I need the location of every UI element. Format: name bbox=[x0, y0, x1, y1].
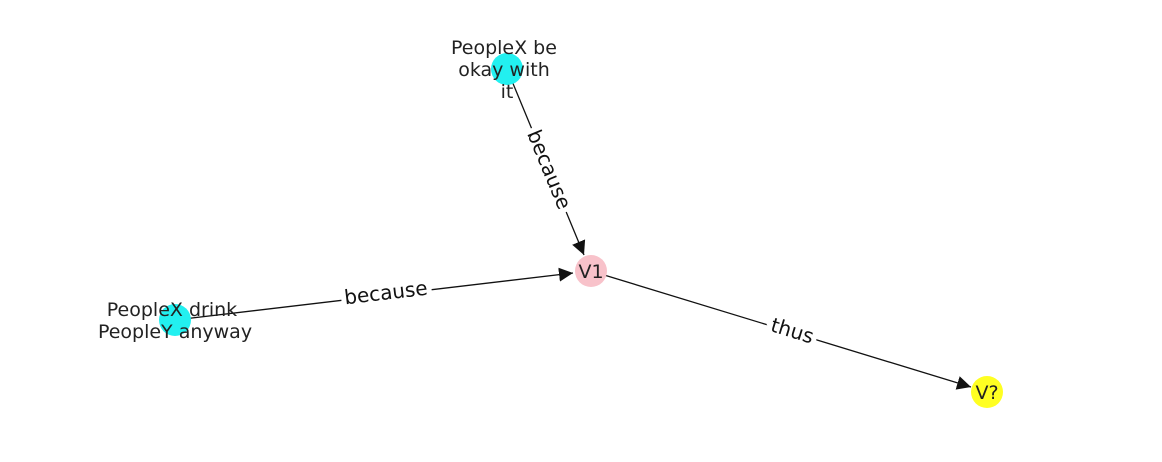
node-circle bbox=[575, 255, 607, 287]
node-label-line: okay with bbox=[458, 59, 550, 81]
node-label-line: V1 bbox=[578, 261, 603, 283]
node-circle bbox=[159, 304, 191, 336]
node-label-n2: PeopleX drink PeopleY anyway bbox=[98, 299, 252, 343]
edge-n1-n3: because bbox=[506, 68, 586, 256]
node-label-n4: V? bbox=[975, 382, 998, 404]
edge-line bbox=[590, 270, 972, 390]
node-label-n1: PeopleX be okay with it bbox=[451, 37, 563, 103]
edge-line bbox=[506, 68, 586, 256]
edge-n3-n4: thus bbox=[590, 270, 972, 390]
node-label-line: PeopleY anyway bbox=[98, 321, 252, 343]
edge-label: thus bbox=[768, 313, 817, 349]
edge-label: because bbox=[522, 126, 576, 212]
edge-label: because bbox=[343, 276, 429, 310]
node-circle bbox=[971, 376, 1003, 408]
node-label-line: PeopleX be bbox=[451, 37, 557, 59]
node-label-n3: V1 bbox=[578, 261, 603, 283]
node-label-line: V? bbox=[975, 382, 998, 404]
node-label-line: it bbox=[501, 81, 514, 103]
edge-line bbox=[174, 267, 574, 321]
node-circle bbox=[491, 53, 523, 85]
node-label-line: PeopleX drink bbox=[107, 299, 237, 321]
